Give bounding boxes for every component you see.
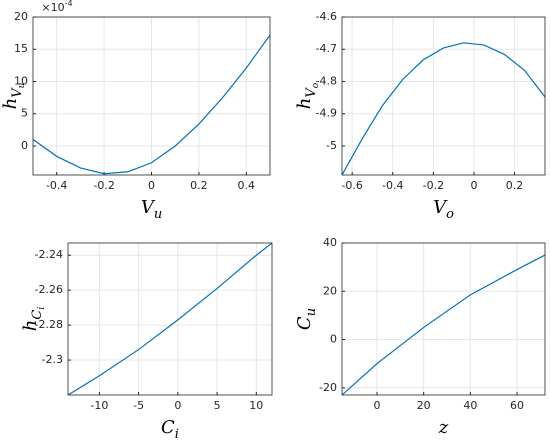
x-axis-label-base: V [141, 197, 156, 218]
x-tick-label: -0.6 [341, 179, 362, 192]
axes-box [32, 16, 271, 176]
y-axis-label-base: h [0, 98, 21, 110]
y-tick-label: -4.6 [316, 10, 337, 23]
exponent-label: ×10-4 [41, 0, 72, 14]
y-axis-label-subsub: o [311, 82, 321, 88]
y-tick-label: 10 [14, 74, 28, 87]
y-tick-label: -2.26 [35, 283, 63, 296]
y-tick-label: 0 [330, 333, 337, 346]
x-tick-label: 0 [148, 179, 155, 192]
x-tick-label: -10 [90, 399, 108, 412]
x-tick-label: 0 [174, 399, 181, 412]
x-axis-label-sub: o [446, 207, 454, 222]
x-tick-label: -0.4 [46, 179, 67, 192]
y-tick-label: -4.9 [316, 107, 337, 120]
y-axis-label-sub: V [10, 87, 25, 98]
x-axis-label-sub: u [154, 207, 162, 222]
plot-area [68, 243, 272, 395]
x-tick-label: 20 [417, 399, 431, 412]
y-tick-label: -5 [326, 139, 337, 152]
y-tick-label: -20 [319, 381, 337, 394]
x-axis-label-base: C [161, 417, 175, 438]
exponent-label-sup: -4 [65, 0, 73, 8]
x-tick-label: -5 [133, 399, 144, 412]
data-line [342, 42, 545, 175]
y-axis-label-base: C [294, 316, 315, 330]
axes-box [341, 16, 546, 176]
y-tick-label: -2.3 [42, 353, 63, 366]
x-tick-label: -0.2 [423, 179, 444, 192]
x-axis-label: Vo [433, 197, 454, 222]
y-axis-label-base: h [20, 320, 41, 332]
x-tick-label: 5 [214, 399, 221, 412]
y-axis-label-subsub: u [17, 82, 27, 88]
y-tick-label: 5 [21, 107, 28, 120]
y-tick-label: 0 [21, 139, 28, 152]
x-axis-label: Ci [161, 417, 179, 441]
data-line [33, 34, 270, 175]
y-tick-label: -2.28 [35, 318, 63, 331]
plot-area [342, 243, 545, 395]
y-axis-label: Cu [294, 308, 319, 330]
x-tick-label: 0.4 [238, 179, 256, 192]
y-axis-label: hVu [0, 82, 27, 109]
y-axis-label: hCi [20, 307, 47, 332]
x-axis-label-sub: i [175, 427, 179, 441]
axes-box [67, 242, 273, 396]
exponent-label-base: ×10 [41, 1, 64, 14]
x-axis-label: Vu [141, 197, 162, 222]
y-axis-label-base: h [294, 98, 315, 110]
y-tick-label: 15 [14, 42, 28, 55]
x-tick-label: 60 [510, 399, 524, 412]
x-tick-label: 40 [463, 399, 477, 412]
data-line [68, 243, 272, 395]
y-tick-label: -4.7 [316, 42, 337, 55]
plot-area [342, 17, 545, 175]
x-tick-label: -0.4 [382, 179, 403, 192]
y-tick-label: 20 [323, 284, 337, 297]
y-tick-label: -4.8 [316, 74, 337, 87]
x-tick-label: 0 [470, 179, 477, 192]
y-axis-label-sub: u [304, 308, 319, 316]
y-axis-label-subsub: i [37, 307, 47, 310]
x-tick-label: 10 [249, 399, 263, 412]
x-axis-label-base: V [433, 197, 448, 218]
x-tick-label: 0.2 [190, 179, 208, 192]
y-tick-label: 20 [14, 10, 28, 23]
x-axis-label-base: z [438, 417, 449, 438]
y-axis-label-sub: V [304, 87, 319, 98]
y-tick-label: -2.24 [35, 248, 63, 261]
x-tick-label: 0.2 [506, 179, 524, 192]
y-tick-label: 40 [323, 236, 337, 249]
x-tick-label: -0.2 [93, 179, 114, 192]
x-axis-label: z [438, 417, 449, 438]
y-axis-label-sub: C [30, 310, 45, 320]
data-line [342, 254, 545, 395]
y-axis-label: hVo [294, 82, 321, 109]
x-tick-label: 0 [374, 399, 381, 412]
axes-box [341, 242, 546, 396]
